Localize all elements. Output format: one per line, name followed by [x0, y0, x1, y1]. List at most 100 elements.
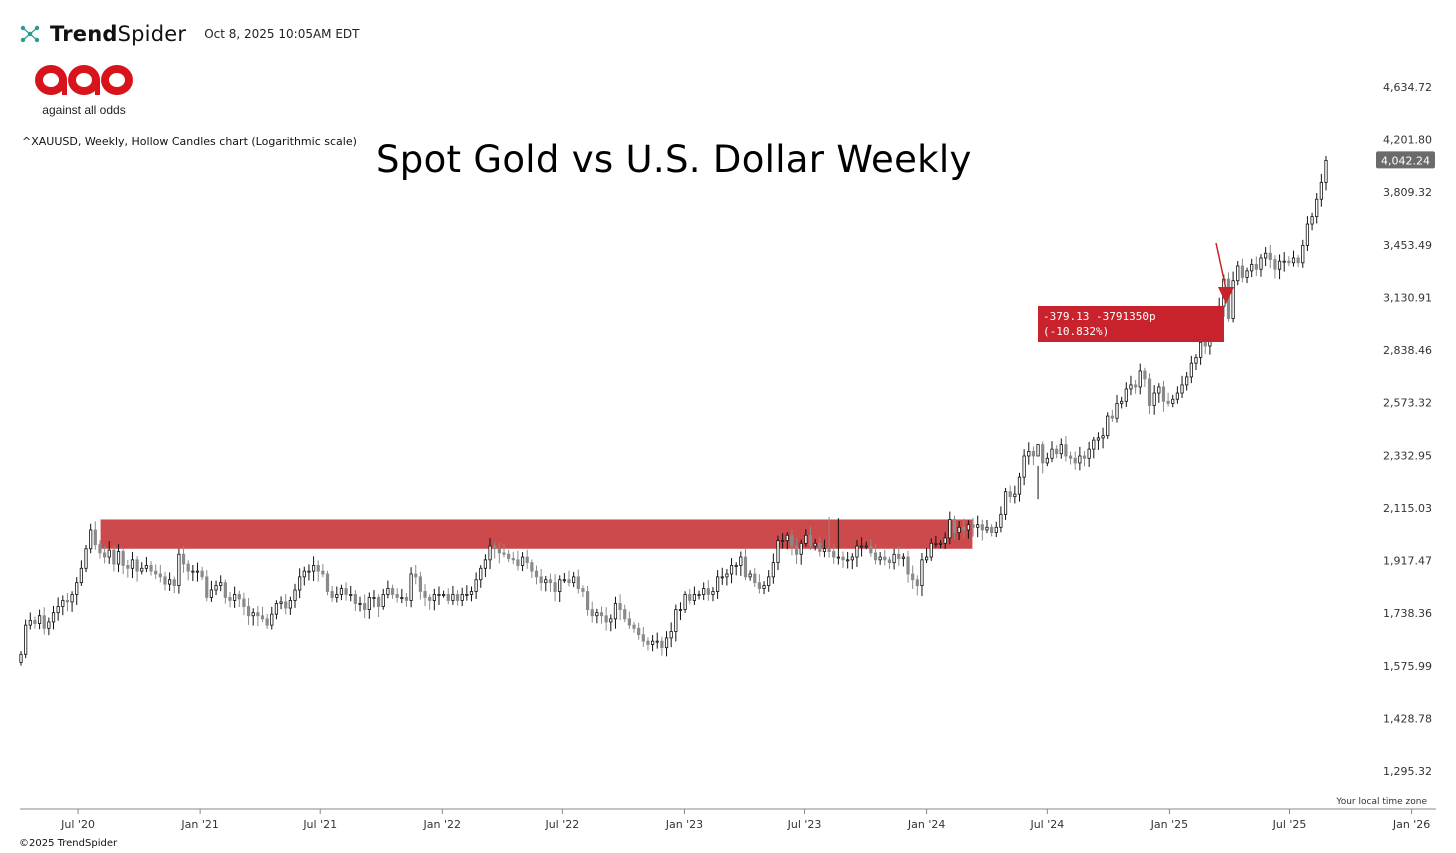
- x-tick-label: Jul '21: [302, 818, 337, 831]
- candle: [781, 533, 785, 549]
- candle: [1027, 442, 1031, 465]
- candle: [274, 600, 279, 620]
- candle: [785, 532, 789, 550]
- candle: [321, 563, 325, 578]
- candle: [558, 575, 562, 602]
- candle: [1013, 485, 1017, 504]
- candle: [423, 584, 427, 607]
- candle: [353, 590, 357, 611]
- candle: [1324, 156, 1328, 191]
- candle: [836, 518, 840, 565]
- candle: [214, 580, 218, 596]
- candle: [716, 570, 720, 599]
- candle: [1315, 193, 1319, 224]
- candle: [149, 561, 153, 576]
- candle: [794, 538, 799, 565]
- timezone-note: Your local time zone: [1336, 797, 1427, 807]
- candle: [590, 601, 594, 623]
- candle: [609, 614, 613, 632]
- candle: [623, 604, 627, 623]
- candle: [1031, 446, 1036, 466]
- annotation-change: -379.13 -3791350p (-10.832%): [1043, 310, 1156, 338]
- candle: [646, 637, 650, 651]
- candle: [404, 593, 409, 607]
- candle: [767, 570, 771, 592]
- candle: [381, 588, 385, 610]
- x-tick-label: Jul '22: [544, 818, 579, 831]
- y-tick-label: 2,838.46: [1383, 344, 1432, 357]
- candle: [1236, 261, 1240, 286]
- candle: [599, 606, 604, 624]
- candle: [223, 579, 227, 604]
- candle: [24, 619, 28, 659]
- candle: [799, 539, 803, 565]
- candle: [288, 596, 292, 615]
- candle: [548, 573, 553, 592]
- candle: [507, 549, 511, 563]
- candle: [1110, 409, 1114, 423]
- candle: [1008, 485, 1012, 503]
- y-tick-label: 4,634.72: [1383, 81, 1432, 94]
- candle: [664, 631, 669, 657]
- candle: [251, 608, 255, 626]
- candle: [465, 585, 469, 601]
- candle: [1250, 258, 1254, 278]
- y-tick-label: 3,130.91: [1383, 291, 1432, 304]
- x-tick-label: Jan '23: [665, 818, 703, 831]
- y-tick-label: 3,453.49: [1383, 239, 1432, 252]
- candle: [1101, 427, 1105, 449]
- chart-title: Spot Gold vs U.S. Dollar Weekly: [376, 138, 972, 181]
- candle: [1254, 256, 1258, 277]
- candle: [1120, 396, 1124, 409]
- candle: [702, 582, 706, 601]
- candle: [1305, 216, 1310, 252]
- candle: [725, 569, 729, 586]
- candle: [367, 592, 371, 619]
- current-price-label: 4,042.24: [1376, 151, 1435, 169]
- candle: [200, 566, 204, 581]
- candle: [832, 544, 836, 564]
- header: TrendSpider Oct 8, 2025 10:05AM EDT: [18, 20, 360, 48]
- candle: [929, 538, 933, 561]
- candle: [739, 551, 743, 576]
- candle: [442, 590, 446, 598]
- candle: [1264, 247, 1268, 267]
- candle: [892, 548, 896, 570]
- y-tick-label: 1,575.99: [1383, 660, 1432, 673]
- candle: [335, 586, 339, 603]
- candle: [1129, 375, 1133, 396]
- candle: [581, 585, 585, 598]
- candle: [311, 556, 316, 581]
- candle: [525, 549, 529, 569]
- candle: [1096, 432, 1101, 450]
- candle: [822, 539, 827, 558]
- candle: [61, 595, 65, 616]
- candle: [65, 593, 70, 612]
- candle: [418, 571, 422, 600]
- candle: [729, 558, 734, 584]
- candle: [1268, 244, 1272, 269]
- candle: [358, 596, 362, 612]
- candle: [808, 526, 813, 550]
- candle: [980, 519, 984, 541]
- candle: [627, 611, 631, 629]
- candle: [107, 541, 111, 564]
- candle: [1045, 452, 1049, 467]
- candle: [697, 590, 701, 600]
- candle: [883, 549, 887, 566]
- y-tick-label: 2,332.95: [1383, 449, 1432, 462]
- candle: [409, 567, 413, 608]
- candle: [102, 546, 107, 564]
- candle: [349, 585, 353, 602]
- candle: [911, 565, 915, 590]
- candle: [1152, 385, 1156, 415]
- candle: [154, 564, 158, 580]
- candle: [1175, 386, 1179, 404]
- y-tick-label: 4,201.80: [1383, 134, 1432, 147]
- candle: [209, 580, 214, 602]
- candle: [1068, 451, 1073, 465]
- candle: [934, 535, 938, 548]
- candle: [1296, 254, 1300, 268]
- chart-subtitle: ^XAUUSD, Weekly, Hollow Candles chart (L…: [22, 135, 357, 148]
